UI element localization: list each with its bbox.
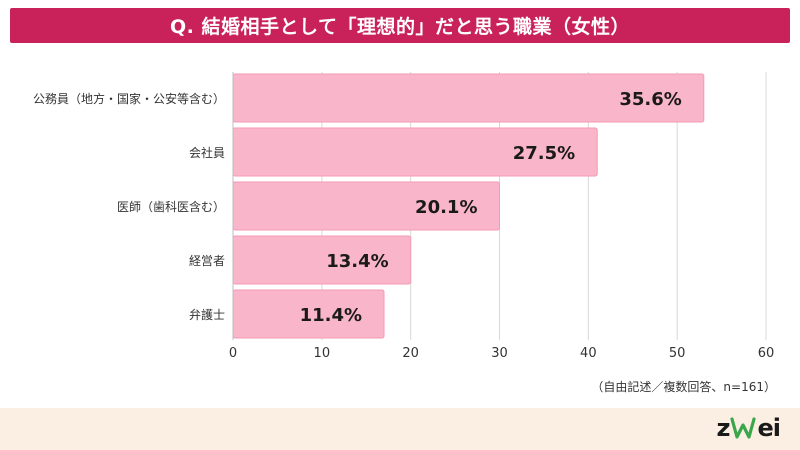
logo-text-start: z	[716, 414, 731, 442]
data-label: 27.5%	[513, 143, 575, 164]
x-tick-label: 0	[229, 346, 237, 361]
data-label: 35.6%	[619, 89, 681, 110]
category-label: 経営者	[189, 254, 225, 268]
leaf-icon	[730, 417, 757, 439]
logo-text-end: ei	[757, 414, 780, 442]
chart-title: Q. 結婚相手として「理想的」だと思う職業（女性）	[170, 16, 630, 38]
x-tick-label: 50	[669, 346, 686, 361]
footer-band	[0, 408, 800, 450]
title-bar: Q. 結婚相手として「理想的」だと思う職業（女性）	[10, 8, 790, 43]
data-label: 13.4%	[326, 251, 388, 272]
sample-note: （自由記述／複数回答、n=161）	[591, 380, 776, 394]
x-tick-label: 30	[491, 346, 508, 361]
zwei-logo: z ei	[716, 413, 781, 443]
category-label: 会社員	[189, 145, 225, 160]
x-tick-label: 10	[314, 346, 331, 361]
x-tick-label: 60	[758, 346, 775, 361]
data-label: 20.1%	[415, 197, 477, 218]
category-label: 公務員（地方・国家・公安等含む）	[33, 91, 225, 106]
x-tick-label: 40	[580, 346, 597, 361]
category-label: 弁護士	[189, 307, 225, 322]
data-label: 11.4%	[300, 305, 362, 326]
x-tick-label: 20	[402, 346, 419, 361]
category-label: 医師（歯科医含む）	[117, 199, 225, 214]
